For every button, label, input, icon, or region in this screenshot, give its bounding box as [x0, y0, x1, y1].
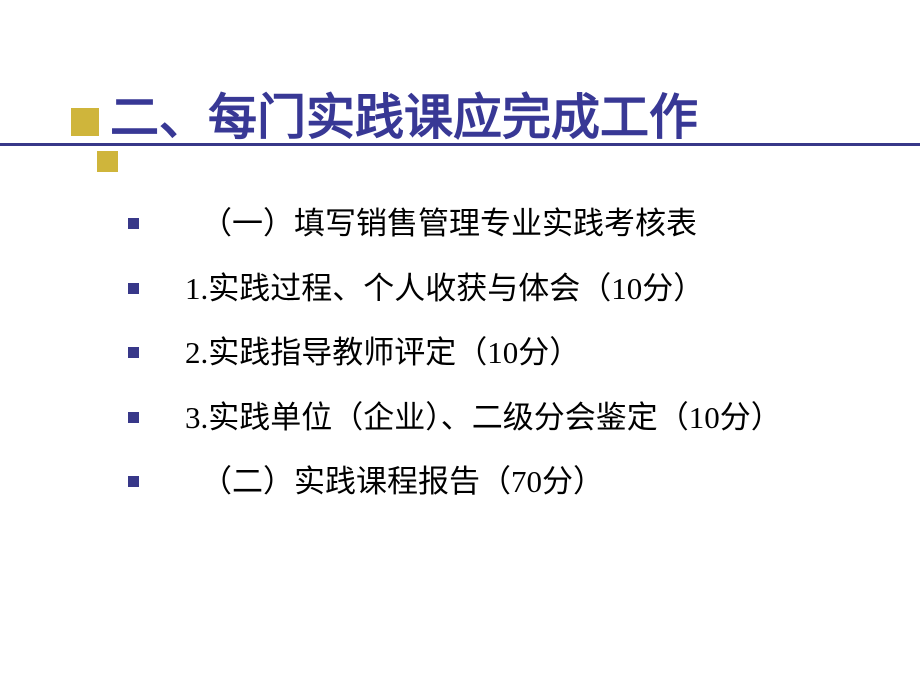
bullet-icon	[128, 283, 139, 294]
list-item: 2.实践指导教师评定（10分）	[128, 330, 850, 377]
bullet-text: （一）填写销售管理专业实践考核表	[185, 201, 850, 248]
title-section: 二、每门实践课应完成工作	[0, 0, 920, 149]
bullet-text: （二）实践课程报告（70分）	[185, 459, 850, 506]
bullet-icon	[128, 476, 139, 487]
bullet-text: 3.实践单位（企业）、二级分会鉴定（10分）	[185, 395, 850, 442]
bullet-icon	[128, 218, 139, 229]
list-item: （二）实践课程报告（70分）	[128, 459, 850, 506]
list-item: （一）填写销售管理专业实践考核表	[128, 201, 850, 248]
decorative-block-1	[71, 108, 99, 136]
bullet-icon	[128, 347, 139, 358]
list-item: 1.实践过程、个人收获与体会（10分）	[128, 266, 850, 313]
slide-title: 二、每门实践课应完成工作	[110, 78, 920, 149]
bullet-text: 1.实践过程、个人收获与体会（10分）	[185, 266, 850, 313]
list-item: 3.实践单位（企业）、二级分会鉴定（10分）	[128, 395, 850, 442]
slide-container: 二、每门实践课应完成工作 （一）填写销售管理专业实践考核表 1.实践过程、个人收…	[0, 0, 920, 690]
decorative-block-2	[97, 151, 118, 172]
content-section: （一）填写销售管理专业实践考核表 1.实践过程、个人收获与体会（10分） 2.实…	[0, 149, 920, 506]
bullet-icon	[128, 412, 139, 423]
bullet-text: 2.实践指导教师评定（10分）	[185, 330, 850, 377]
